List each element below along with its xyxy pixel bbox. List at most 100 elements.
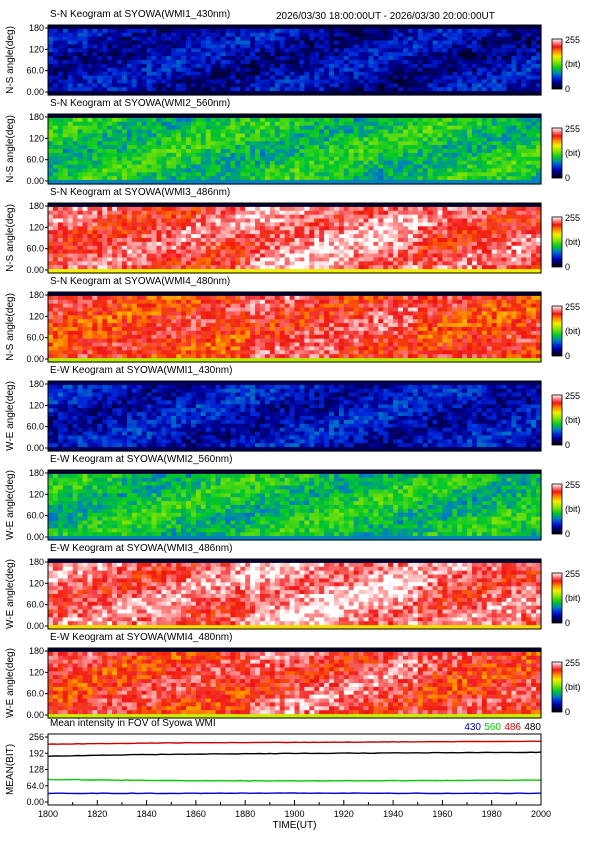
heatmap-cell [117,63,123,69]
heatmap-cell [181,75,187,81]
heatmap-cell [432,71,439,77]
heatmap-cell [181,245,187,251]
heatmap-cell [511,160,517,166]
heatmap-cell [284,241,291,247]
heatmap-cell [52,48,59,53]
heatmap-cell [255,91,261,96]
heatmap-cell [412,210,419,216]
heatmap-cell [383,238,389,243]
heatmap-cell [422,214,429,220]
heatmap-cell [412,40,419,46]
heatmap-cell [516,87,522,92]
heatmap-cell [274,63,281,69]
heatmap-cell [388,206,394,212]
heatmap-cell [269,121,276,127]
heatmap-cell [151,79,158,84]
heatmap-cell [259,48,266,53]
heatmap-cell [422,210,429,216]
heatmap-cell [136,226,143,231]
heatmap-cell [117,164,123,170]
heatmap-cell [117,36,123,42]
heatmap-cell [215,141,222,146]
heatmap-cell [210,121,217,127]
heatmap-cell [210,172,217,177]
heatmap-cell [368,149,374,154]
heatmap-cell [141,226,148,231]
heatmap-cell [77,214,84,220]
heatmap-cell [457,67,463,73]
heatmap-cell [269,152,276,158]
heatmap-cell [259,180,266,185]
heatmap-cell [516,60,522,65]
heatmap-cell [304,234,310,239]
heatmap-cell [388,117,394,123]
heatmap-cell [176,180,182,185]
heatmap-cell [121,249,128,255]
heatmap-cell [126,25,133,30]
heatmap-cell [417,141,424,146]
heatmap-cell [161,25,167,30]
heatmap-cell [511,218,517,224]
heatmap-cell [264,36,271,42]
y-tick-label: 180 [29,23,44,33]
heatmap-cell [294,48,301,53]
heatmap-cell [255,214,261,220]
heatmap-cell [319,218,325,224]
heatmap-cell [501,36,508,42]
heatmap-cell [151,238,158,243]
heatmap-cell [531,133,537,138]
heatmap-cell [52,32,59,38]
heatmap-cell [126,152,133,158]
heatmap-cell [501,203,508,208]
heatmap-cell [398,176,404,181]
heatmap-cell [82,48,89,53]
heatmap-cell [467,56,473,61]
heatmap-cell [146,36,153,42]
heatmap-cell [353,75,360,81]
heatmap-cell [378,218,384,224]
heatmap-cell [432,133,439,138]
heatmap-cell [412,25,419,30]
heatmap-cell [511,91,517,96]
heatmap-cell [141,129,148,135]
heatmap-cell [117,129,123,135]
heatmap-cell [57,67,64,73]
heatmap-cell [536,79,542,84]
heatmap-cell [457,160,463,166]
heatmap-cell [526,203,532,208]
heatmap-cell [151,172,158,177]
heatmap-cell [373,63,379,69]
heatmap-cell [171,75,177,81]
heatmap-cell [314,249,320,255]
heatmap-cell [363,245,370,251]
heatmap-cell [82,160,89,166]
heatmap-cell [161,75,167,81]
heatmap-cell [156,222,162,227]
heatmap-cell [457,28,463,34]
heatmap-cell [195,172,202,177]
heatmap-cell [368,48,374,53]
heatmap-cell [338,52,345,57]
heatmap-cell [77,152,84,158]
heatmap-cell [210,149,217,154]
heatmap-cell [476,214,483,220]
heatmap-cell [402,172,409,177]
heatmap-cell [338,145,345,150]
heatmap-cell [343,71,350,77]
heatmap-cell [531,226,537,231]
heatmap-cell [422,25,429,30]
heatmap-cell [102,56,108,61]
heatmap-cell [210,156,217,162]
heatmap-cell [62,234,69,239]
heatmap-cell [309,206,315,212]
heatmap-cell [121,83,128,88]
heatmap-cell [126,168,133,173]
heatmap-cell [324,141,330,146]
heatmap-cell [151,249,158,255]
heatmap-cell [112,114,118,119]
heatmap-cell [343,63,350,69]
heatmap-cell [210,28,217,34]
heatmap-cell [151,164,158,170]
heatmap-cell [309,149,315,154]
heatmap-cell [67,40,74,46]
